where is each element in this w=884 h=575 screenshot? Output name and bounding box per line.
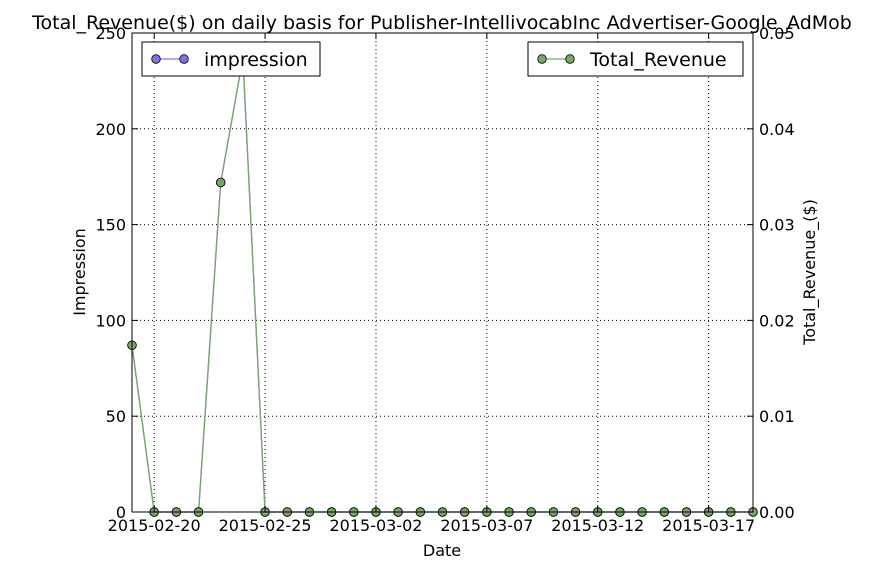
x-tick-label: 2015-03-07 <box>440 516 533 535</box>
x-tick-label: 2015-02-25 <box>219 516 312 535</box>
y-right-tick-label: 0.00 <box>759 503 795 522</box>
y-left-tick-label: 250 <box>95 24 126 43</box>
y-right-tick-label: 0.01 <box>759 407 795 426</box>
legend-marker <box>151 54 161 64</box>
series-line-Total_Revenue <box>131 57 753 513</box>
chart-title: Total_Revenue($) on daily basis for Publ… <box>31 12 852 34</box>
series-layer <box>127 53 758 517</box>
legend-label: Total_Revenue <box>589 49 727 71</box>
x-tick-label: 2015-03-02 <box>329 516 422 535</box>
series-impression <box>127 53 758 517</box>
y-left-tick-label: 200 <box>95 120 126 139</box>
x-tick-label: 2015-03-12 <box>551 516 644 535</box>
series-line-impression <box>131 57 753 513</box>
y-right-tick-label: 0.04 <box>759 120 795 139</box>
x-tick-label: 2015-03-17 <box>662 516 755 535</box>
legend-marker <box>179 54 189 64</box>
legends: impression Total_Revenue <box>141 41 744 77</box>
y-axis-right-label: Total_Revenue_($) <box>800 199 820 346</box>
legend-Total_Revenue: Total_Revenue <box>527 41 744 77</box>
y-right-tick-label: 0.02 <box>759 311 795 330</box>
legend-marker <box>565 54 575 64</box>
y-left-tick-label: 50 <box>106 407 126 426</box>
y-left-tick-label: 150 <box>95 216 126 235</box>
y-left-tick-label: 0 <box>116 503 126 522</box>
y-right-tick-label: 0.05 <box>759 24 795 43</box>
x-axis-label: Date <box>423 541 461 560</box>
y-axis-left-label: Impression <box>70 228 89 316</box>
series-Total_Revenue <box>127 53 758 517</box>
y-right-tick-label: 0.03 <box>759 216 795 235</box>
y-left-tick-label: 100 <box>95 311 126 330</box>
ticks: 2015-02-20 2015-02-25 2015-03-02 2015-03-07… <box>95 24 794 535</box>
legend-impression: impression <box>141 41 321 77</box>
x-tick-label: 2015-02-20 <box>108 516 201 535</box>
legend-marker <box>537 54 547 64</box>
legend-label: impression <box>204 49 308 71</box>
data-point-Total_Revenue <box>216 177 226 188</box>
plot-frame <box>131 32 754 513</box>
grid-lines <box>132 32 753 513</box>
